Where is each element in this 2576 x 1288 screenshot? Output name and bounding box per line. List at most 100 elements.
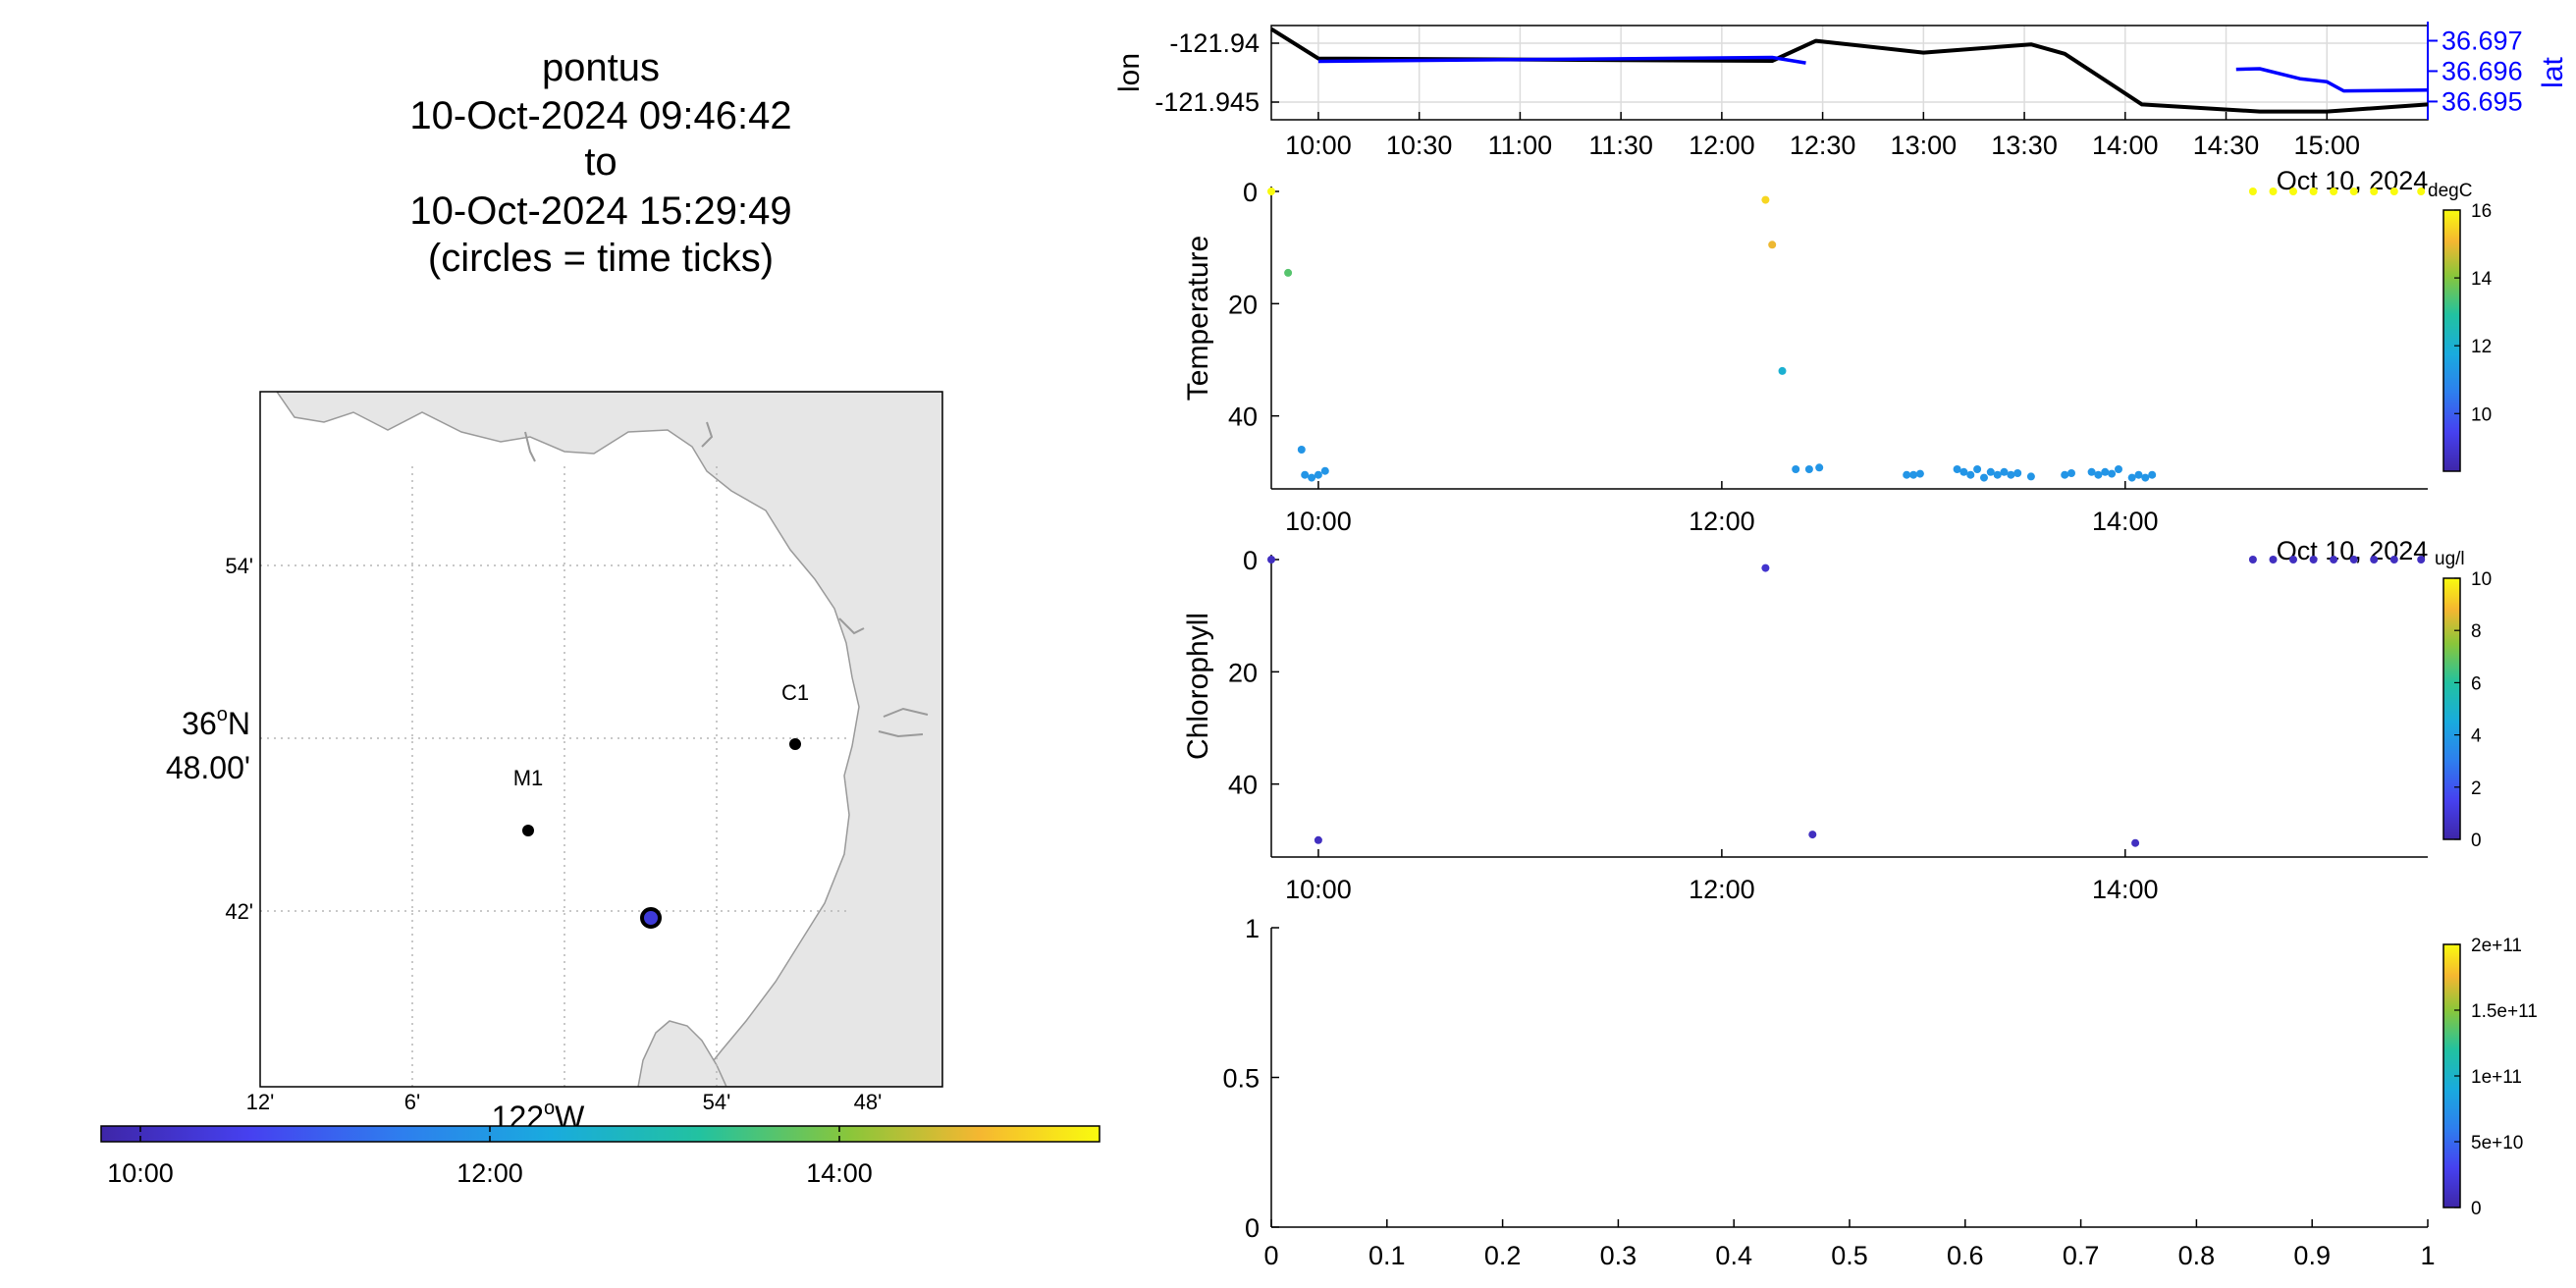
map-lat-minutes-label: 48.00' [166, 750, 250, 785]
temperature-data-point [1915, 469, 1924, 478]
time-colorbar-label-3: 14:00 [806, 1158, 873, 1188]
glider-position-marker [640, 907, 662, 929]
temperature-data-point [2087, 467, 2096, 476]
chlorophyll-data-point [2309, 556, 2318, 564]
temperature-x-tick-label: 14:00 [2092, 507, 2159, 536]
temperature-ylabel: Temperature [1182, 236, 1214, 401]
temperature-data-point [1301, 470, 1310, 479]
map-lat-tick-2: 42' [225, 899, 253, 924]
chlorophyll-y-tick-label: 40 [1228, 771, 1258, 800]
temperature-colorbar-label: 12 [2471, 337, 2492, 357]
temperature-data-point [1778, 366, 1787, 375]
station-label-m1: M1 [513, 766, 544, 790]
temperature-data-point [1267, 188, 1275, 195]
lonlat-y-tick-label-right: 36.696 [2442, 56, 2523, 85]
temperature-data-point [1284, 268, 1293, 277]
chlorophyll-y-tick-label: 0 [1243, 546, 1258, 575]
chlorophyll-colorbar-label: 0 [2471, 831, 2482, 851]
empty-x-tick-label: 0.4 [1715, 1241, 1752, 1270]
temperature-data-point [2000, 467, 2009, 476]
temperature-data-point [1768, 241, 1777, 249]
chlorophyll-y-tick-label: 20 [1228, 658, 1258, 687]
empty-y-tick-label: 1 [1245, 914, 1260, 943]
map-frame [259, 391, 943, 1088]
title-line-4: 10-Oct-2024 15:29:49 [409, 189, 791, 233]
lonlat-x-tick-label: 14:00 [2092, 131, 2159, 160]
temperature-units: degC [2428, 181, 2472, 201]
temperature-data-point [2289, 188, 2297, 195]
temperature-data-point [1966, 470, 1975, 479]
lonlat-series [1269, 27, 2429, 114]
temperature-y-tick-label: 40 [1228, 402, 1258, 432]
station-label-c1: C1 [781, 680, 809, 705]
station-marker-c1 [789, 738, 801, 750]
temperature-colorbar-label: 16 [2471, 201, 2492, 222]
empty-colorbar-label: 1.5e+11 [2471, 1001, 2538, 1022]
map-lon-tick-4: 48' [854, 1090, 883, 1114]
temperature-data-point [2148, 470, 2157, 479]
temperature-data-point [2134, 470, 2143, 479]
temperature-colorbar-label: 10 [2471, 404, 2492, 425]
chlorophyll-x-tick-label: 14:00 [2092, 875, 2159, 904]
lonlat-y-tick-label-right: 36.695 [2442, 86, 2523, 116]
temperature-data-point [2389, 188, 2398, 195]
map-lat-tick-1: 54' [225, 554, 253, 578]
temperature-data-point [1308, 473, 1316, 482]
lonlat-panel: 10:00 10:30 11:00 11:30 12:00 12:30 13:00 13:30… [1113, 22, 2569, 195]
empty-colorbar-label: 0 [2471, 1199, 2482, 1219]
chlorophyll-data-point [2131, 838, 2140, 847]
map-lon-tick-1: 12' [246, 1090, 275, 1114]
temperature-colorbar [2442, 209, 2461, 472]
empty-x-tick-label: 1 [2420, 1241, 2435, 1270]
lonlat-ylabel-left: lon [1113, 53, 1146, 92]
temperature-points [1267, 188, 2426, 482]
time-colorbar [100, 1125, 1100, 1143]
temperature-data-point [2101, 467, 2110, 476]
empty-y-tick-label: 0.5 [1222, 1064, 1260, 1094]
lonlat-x-tick-label: 10:30 [1386, 131, 1453, 160]
chlorophyll-data-point [2289, 556, 2297, 564]
lonlat-grid [1271, 26, 2428, 120]
temperature-data-point [2141, 473, 2150, 482]
chlorophyll-data-point [2389, 556, 2398, 564]
temperature-x-tick-label: 12:00 [1689, 507, 1755, 536]
temperature-data-point [1297, 446, 1306, 454]
chlorophyll-colorbar-label: 6 [2471, 673, 2482, 694]
empty-colorbar-label: 5e+10 [2471, 1133, 2523, 1154]
chlorophyll-data-point [1267, 556, 1275, 564]
chlorophyll-ticks: 10:00 12:00 14:00 0 20 40 [1228, 546, 2159, 904]
temperature-data-point [2349, 188, 2358, 195]
empty-x-tick-label: 0 [1263, 1241, 1278, 1270]
lonlat-x-tick-label: 10:00 [1285, 131, 1352, 160]
temperature-y-tick-label: 20 [1228, 290, 1258, 319]
temperature-data-point [1986, 467, 1995, 476]
temperature-data-point [1980, 473, 1988, 482]
chlorophyll-units: ug/l [2435, 549, 2465, 569]
title-block: pontus 10-Oct-2024 09:46:42 to 10-Oct-20… [409, 46, 791, 280]
empty-x-tick-label: 0.7 [2063, 1241, 2100, 1270]
chlorophyll-x-tick-label: 10:00 [1285, 875, 1352, 904]
temperature-y-tick-label: 0 [1243, 178, 1258, 207]
chlorophyll-colorbar [2442, 577, 2461, 840]
empty-x-tick-label: 0.8 [2178, 1241, 2216, 1270]
lonlat-y-tick-label-left: -121.945 [1154, 87, 1260, 117]
empty-x-tick-label: 0.3 [1600, 1241, 1637, 1270]
temperature-data-point [1792, 465, 1800, 473]
lonlat-x-tick-label: 15:00 [2293, 131, 2360, 160]
station-marker-m1 [522, 825, 534, 836]
chlorophyll-data-point [2248, 556, 2257, 564]
lonlat-x-tick-label: 11:30 [1588, 131, 1653, 160]
temperature-data-point [2370, 188, 2379, 195]
chlorophyll-points [1267, 556, 2426, 847]
lonlat-x-ticks: 10:00 10:30 11:00 11:30 12:00 12:30 13:00 13:30… [1285, 112, 2360, 160]
chlorophyll-data-point [2370, 556, 2379, 564]
temperature-data-point [2108, 469, 2117, 478]
temperature-data-point [2248, 188, 2257, 195]
empty-colorbar-label: 2e+11 [2471, 936, 2522, 956]
lonlat-x-tick-label: 13:00 [1891, 131, 1958, 160]
lat-series-line [1317, 55, 1806, 65]
chlorophyll-ylabel: Chlorophyll [1182, 613, 1214, 760]
